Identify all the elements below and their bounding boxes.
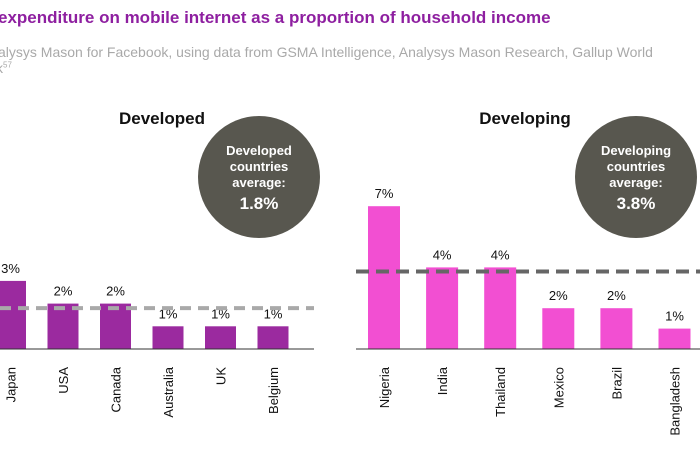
developed-category-label: USA <box>56 367 71 394</box>
developing-value-label: 2% <box>607 288 626 303</box>
developed-value-label: 3% <box>1 261 20 276</box>
developing-value-label: 1% <box>665 309 684 324</box>
developing-panel-title: Developing <box>479 109 571 128</box>
developing-category-label: India <box>435 366 450 395</box>
developing-bar-thailand <box>484 267 517 349</box>
developing-bar-brazil <box>600 308 633 349</box>
developed-bar-usa <box>47 303 79 349</box>
developing-value-label: 4% <box>491 247 510 262</box>
developing-value-label: 7% <box>375 186 394 201</box>
developed-category-label: UK <box>214 367 229 385</box>
developed-bar-australia <box>152 326 184 349</box>
developing-average-label: Developing <box>601 143 671 158</box>
developing-value-label: 2% <box>549 288 568 303</box>
developing-category-label: Bangladesh <box>668 367 683 436</box>
developed-bar-canada <box>100 303 131 349</box>
developed-panel-title: Developed <box>119 109 205 128</box>
developing-average-label: countries <box>607 159 666 174</box>
developed-category-label: Japan <box>4 367 19 402</box>
developed-average-bubble <box>198 116 320 238</box>
developed-category-label: Australia <box>161 366 176 417</box>
developed-bar-uk <box>205 326 236 349</box>
chart-title: expenditure on mobile internet as a prop… <box>0 8 551 27</box>
developing-category-label: Brazil <box>609 367 624 400</box>
developing-bar-nigeria <box>368 206 400 349</box>
developed-value-label: 2% <box>54 284 73 299</box>
developing-category-label: Thailand <box>493 367 508 417</box>
developing-bar-india <box>426 267 459 349</box>
developing-average-bubble <box>575 116 697 238</box>
source-note-continued: k57 <box>0 60 12 76</box>
developed-bar-belgium <box>257 326 289 349</box>
developed-bar-japan <box>0 280 26 349</box>
developed-average-label: Developed <box>226 143 292 158</box>
developed-category-label: Canada <box>109 366 124 412</box>
developing-category-label: Nigeria <box>377 366 392 408</box>
developing-bar-bangladesh <box>658 328 691 349</box>
developed-category-label: Belgium <box>266 367 281 414</box>
source-reference: 57 <box>3 60 12 70</box>
developing-average-label: 3.8% <box>617 194 656 213</box>
developing-average-label: average: <box>609 175 662 190</box>
developed-average-label: average: <box>232 175 285 190</box>
source-note-tail: k <box>0 60 3 76</box>
source-note: alysys Mason for Facebook, using data fr… <box>0 44 653 60</box>
developed-average-label: 1.8% <box>240 194 279 213</box>
developing-value-label: 4% <box>433 247 452 262</box>
developed-average-label: countries <box>230 159 289 174</box>
developing-category-label: Mexico <box>551 367 566 408</box>
developing-bar-mexico <box>542 308 575 349</box>
developed-value-label: 2% <box>106 284 125 299</box>
